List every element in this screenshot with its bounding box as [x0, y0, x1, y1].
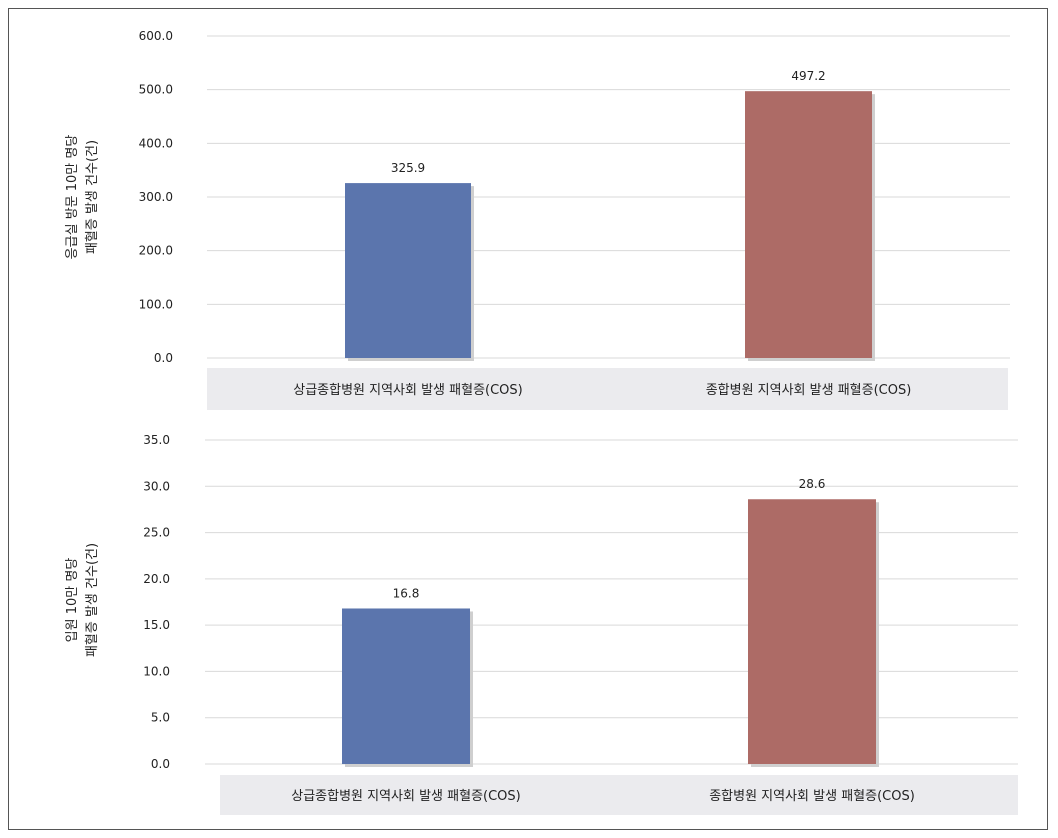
y-axis-label: 입원 10만 명당 — [65, 558, 80, 643]
figure-frame — [8, 8, 1048, 830]
y-tick-label: 5.0 — [151, 711, 170, 725]
y-tick-label: 20.0 — [143, 572, 170, 586]
x-category-label: 상급종합병원 지역사회 발생 패혈증(COS) — [291, 789, 521, 804]
y-tick-label: 600.0 — [139, 29, 173, 43]
y-tick-label: 15.0 — [143, 618, 170, 632]
chart-1: 0.0 100.0 200.0 300.0 400.0 500.0 600.0 325.9 상급… — [65, 29, 1010, 410]
y-tick-label: 10.0 — [143, 664, 170, 678]
y-tick-label: 0.0 — [151, 757, 170, 771]
x-category-label: 종합병원 지역사회 발생 패혈증(COS) — [706, 383, 912, 398]
category-band — [207, 368, 1008, 410]
y-tick-label: 0.0 — [154, 351, 173, 365]
data-label: 497.2 — [791, 69, 825, 83]
y-tick-label: 500.0 — [139, 83, 173, 97]
y-tick-label: 100.0 — [139, 297, 173, 311]
x-category-label: 상급종합병원 지역사회 발생 패혈증(COS) — [293, 383, 523, 398]
data-label: 16.8 — [393, 586, 420, 600]
y-tick-label: 300.0 — [139, 190, 173, 204]
y-tick-label: 400.0 — [139, 136, 173, 150]
data-label: 325.9 — [391, 161, 425, 175]
x-category-label: 종합병원 지역사회 발생 패혈증(COS) — [709, 789, 915, 804]
y-axis-label: 응급실 방문 10만 명당 — [65, 135, 80, 260]
bar — [745, 91, 872, 358]
y-tick-label: 30.0 — [143, 479, 170, 493]
y-tick-label: 35.0 — [143, 433, 170, 447]
data-label: 28.6 — [799, 477, 826, 491]
chart-2: 0.0 5.0 10.0 15.0 20.0 25.0 30.0 35.0 16.8 상급종합병원… — [65, 433, 1018, 815]
bar — [342, 608, 470, 764]
y-tick-label: 25.0 — [143, 526, 170, 540]
bar — [748, 499, 876, 764]
bar — [345, 183, 471, 358]
y-axis-label: 패혈증 발생 건수(건) — [85, 140, 100, 254]
y-axis-label: 패혈증 발생 건수(건) — [85, 543, 100, 657]
category-band — [220, 775, 1018, 815]
y-tick-label: 200.0 — [139, 244, 173, 258]
